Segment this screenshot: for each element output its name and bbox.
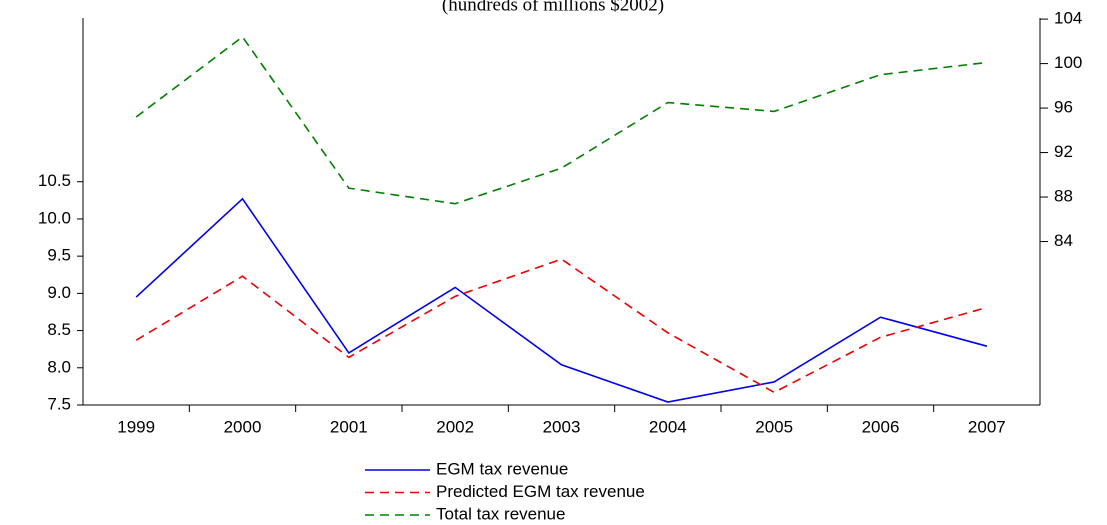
x-tick-label: 2006 (862, 417, 900, 436)
y-tick-label: 9.5 (47, 246, 71, 265)
x-tick-label: 2000 (224, 417, 262, 436)
legend-label: Predicted EGM tax revenue (436, 482, 645, 501)
y2-tick-label: 88 (1054, 187, 1073, 206)
y2-tick-label: 84 (1054, 231, 1073, 250)
y-tick-label: 9.0 (47, 283, 71, 302)
series-line (135, 258, 988, 394)
legend-label: Total tax revenue (436, 504, 565, 523)
x-tick-label: 2001 (330, 417, 368, 436)
x-tick-label: 2007 (968, 417, 1006, 436)
y-tick-label: 7.5 (47, 394, 71, 413)
y2-tick-label: 104 (1054, 9, 1082, 28)
y-tick-label: 8.0 (47, 357, 71, 376)
chart-subtitle: (hundreds of millions $2002) (442, 0, 664, 15)
x-tick-label: 1999 (117, 417, 155, 436)
x-tick-label: 2002 (436, 417, 474, 436)
y2-tick-label: 96 (1054, 98, 1073, 117)
x-tick-label: 2003 (543, 417, 581, 436)
y-tick-label: 10.0 (38, 208, 71, 227)
y-tick-label: 8.5 (47, 320, 71, 339)
y2-tick-label: 100 (1054, 53, 1082, 72)
series-line (135, 35, 987, 205)
y2-tick-label: 92 (1054, 142, 1073, 161)
y-tick-label: 10.5 (38, 171, 71, 190)
x-tick-label: 2004 (649, 417, 687, 436)
x-tick-label: 2005 (755, 417, 793, 436)
series-line (135, 197, 988, 403)
legend-label: EGM tax revenue (436, 459, 568, 478)
